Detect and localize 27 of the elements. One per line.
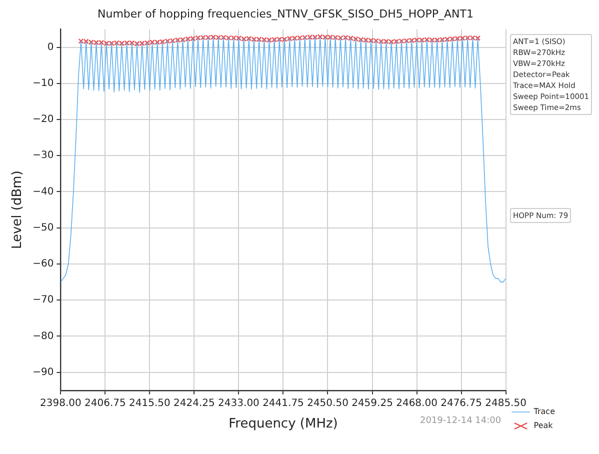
x-tick-label: 2485.50: [485, 398, 526, 409]
text: 2019-12-14 14:00: [420, 416, 502, 426]
x-tick-label: 2433.00: [218, 398, 260, 409]
x-tick-label: 2398.00: [40, 398, 82, 409]
y-tick-label: −30: [32, 150, 54, 162]
y-tick-label: −50: [32, 222, 54, 234]
y-tick-label: −90: [32, 366, 54, 378]
x-tick-label: 2424.25: [174, 398, 215, 409]
x-tick-label: 2476.75: [440, 398, 482, 409]
legend-label: Peak: [534, 421, 554, 430]
y-tick-label: −60: [32, 258, 54, 270]
chart-title: Number of hopping frequencies_NTNV_GFSK_SISO_DH5_HOPP_ANT1: [97, 7, 474, 20]
y-tick-label: −80: [32, 330, 54, 342]
y-tick-label: 0: [47, 42, 54, 53]
x-tick-label: 2468.00: [396, 398, 438, 409]
x-axis-title: Frequency (MHz): [228, 416, 338, 432]
y-tick-label: −70: [32, 294, 54, 306]
x-tick-label: 2406.75: [84, 398, 126, 409]
x-tick-label: 2459.25: [352, 398, 393, 409]
legend-label: Trace: [532, 407, 556, 416]
x-tick-label: 2441.75: [262, 398, 304, 409]
x-tick-label: 2450.50: [307, 398, 348, 409]
y-tick-label: −40: [32, 186, 54, 198]
x-tick-label: 2415.50: [129, 398, 170, 409]
y-tick-label: −20: [32, 114, 54, 126]
y-tick-label: −10: [32, 78, 54, 89]
y-axis-title: Level (dBm): [10, 170, 26, 250]
